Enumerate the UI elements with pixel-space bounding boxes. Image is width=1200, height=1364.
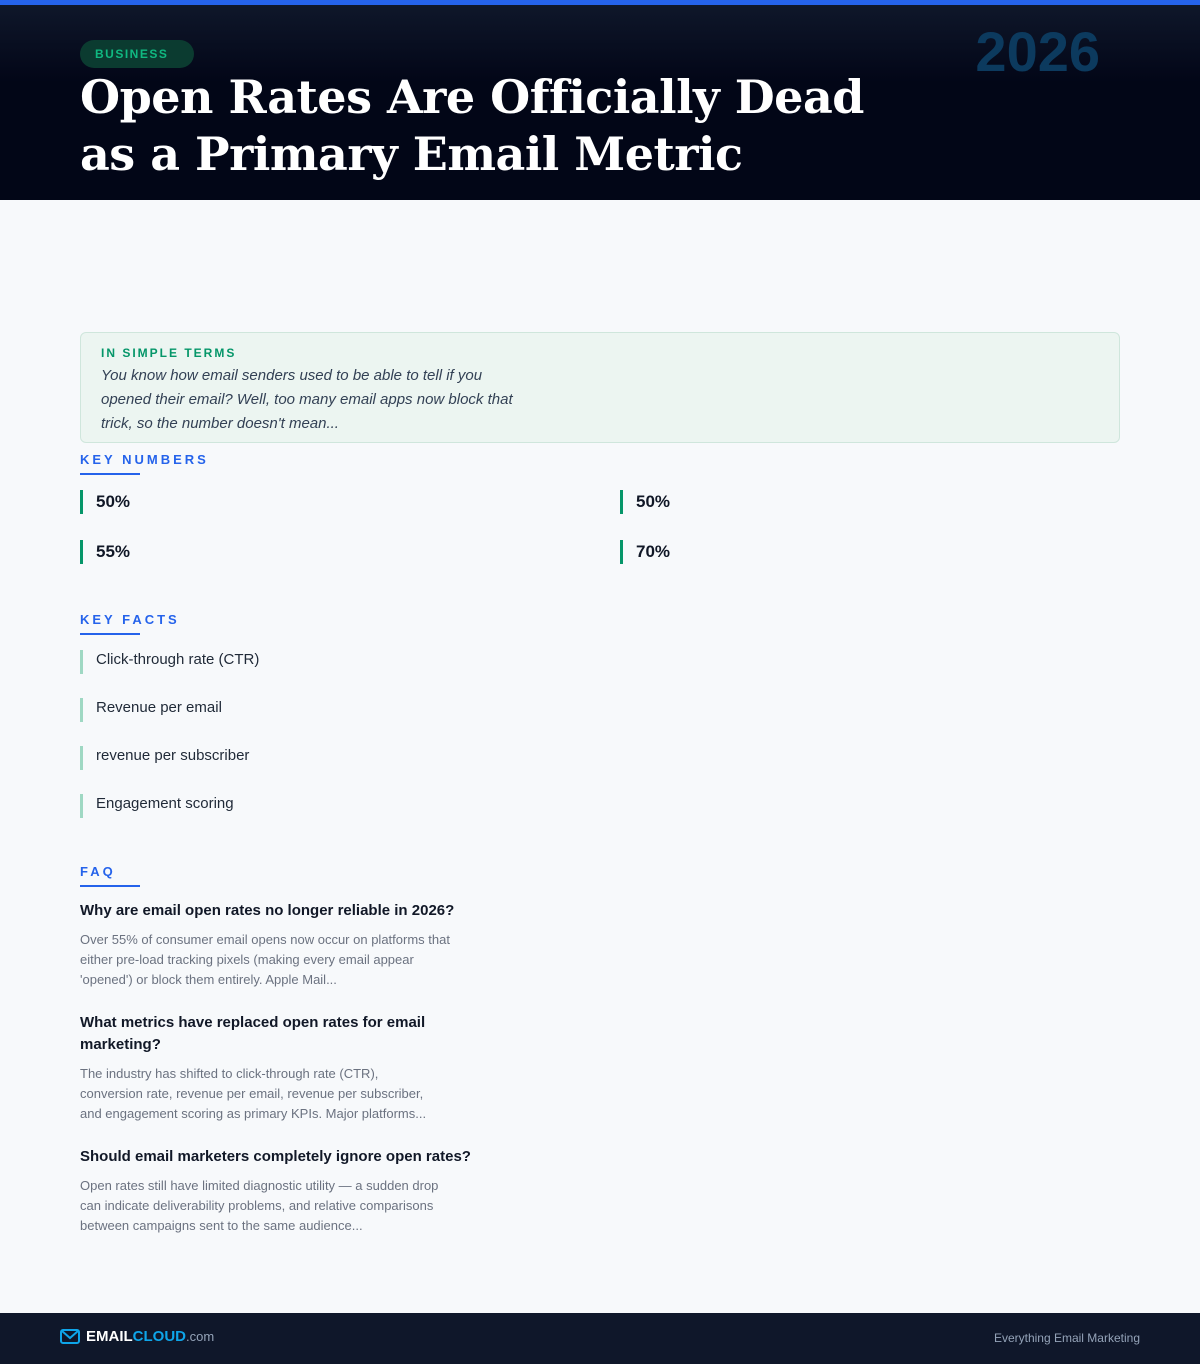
hero-header: BUSINESS 2026 Open Rates Are Officially …	[0, 5, 1200, 200]
brand-text: .com	[186, 1329, 215, 1344]
key-fact: Engagement scoring	[80, 794, 234, 818]
key-fact: revenue per subscriber	[80, 746, 249, 770]
faq-question: Why are email open rates no longer relia…	[80, 902, 455, 919]
accent-bar	[0, 0, 1200, 5]
category-badge: BUSINESS	[80, 40, 195, 68]
title-line: as a Primary Email Metric	[80, 127, 743, 181]
key-number: 55%	[80, 540, 130, 564]
brand-text: CLOUD	[132, 1328, 186, 1345]
simple-terms-text: You know how email senders used to be ab…	[101, 367, 513, 432]
key-fact: Click-through rate (CTR)	[80, 650, 259, 674]
faq-answer: Open rates still have limited diagnostic…	[80, 1178, 439, 1233]
faq-question: What metrics have replaced open rates fo…	[80, 1014, 426, 1053]
key-number: 50%	[80, 490, 130, 514]
key-number: 70%	[620, 540, 670, 564]
key-numbers-heading: KEY NUMBERS	[80, 452, 206, 475]
simple-terms-label: IN SIMPLE TERMS	[101, 346, 237, 360]
title-line: Open Rates Are Officially Dead	[80, 70, 864, 124]
brand-logo[interactable]: EMAILCLOUD.com	[60, 1328, 214, 1345]
footer-tagline: Everything Email Marketing	[993, 1331, 1140, 1345]
page-title: Open Rates Are Officially Dead as a Prima…	[80, 69, 864, 183]
faq-question: Should email marketers completely ignore…	[80, 1148, 471, 1165]
key-facts-heading: KEY FACTS	[80, 612, 177, 635]
footer: EMAILCLOUD.com Everything Email Marketin…	[0, 1313, 1200, 1364]
faq-answer: Over 55% of consumer email opens now occ…	[80, 932, 450, 987]
year-label: 2026	[975, 20, 1100, 83]
simple-terms-box: IN SIMPLE TERMS You know how email sende…	[80, 332, 1120, 443]
brand-text: EMAIL	[86, 1328, 133, 1345]
faq-answer: The industry has shifted to click-throug…	[80, 1066, 427, 1121]
key-fact: Revenue per email	[80, 698, 222, 722]
mail-icon	[60, 1329, 80, 1344]
key-number: 50%	[620, 490, 670, 514]
faq-heading: FAQ	[80, 864, 140, 887]
